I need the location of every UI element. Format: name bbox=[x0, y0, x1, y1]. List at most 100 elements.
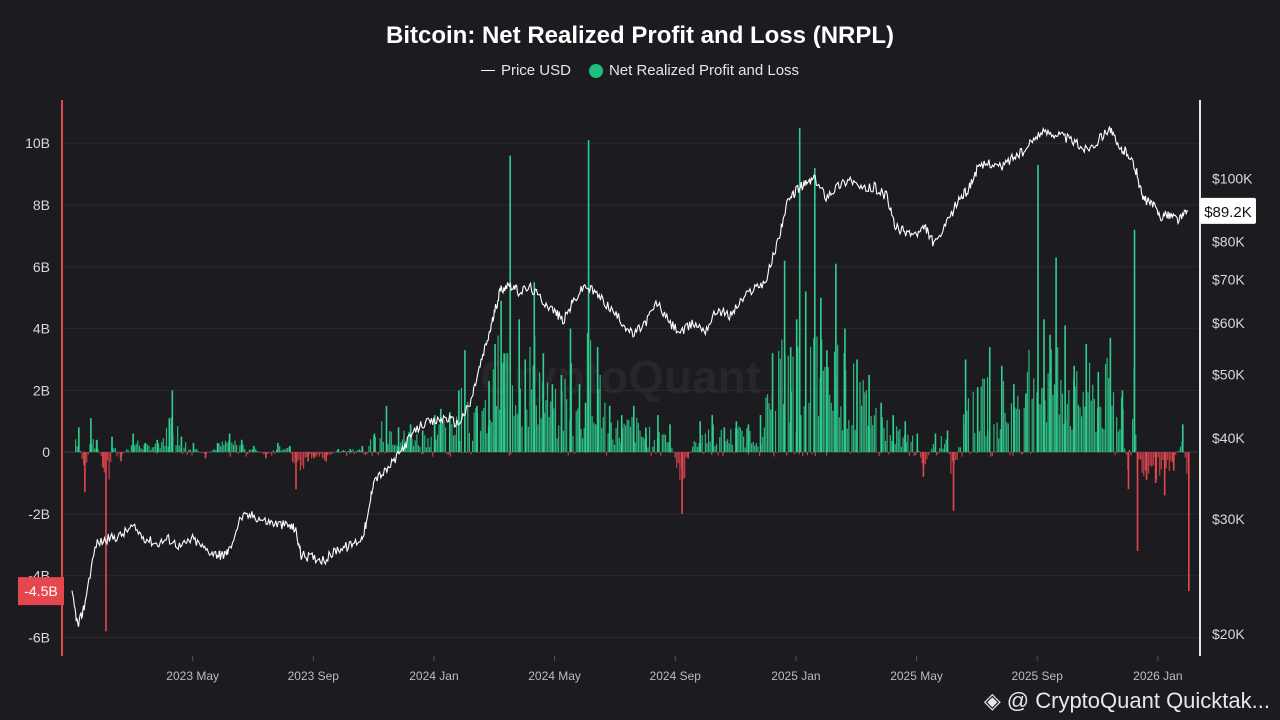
nrpl-bar-fill bbox=[669, 452, 671, 454]
nrpl-bar-fill bbox=[382, 441, 384, 453]
nrpl-bar-fill bbox=[685, 452, 687, 458]
nrpl-bar-44 bbox=[503, 353, 505, 453]
binance-logo-icon: ◈ bbox=[983, 688, 1001, 713]
nrpl-bar-fill bbox=[1063, 423, 1065, 453]
x-tick-label-6: 2025 May bbox=[890, 669, 943, 683]
nrpl-bar-71 bbox=[771, 353, 774, 453]
legend-item-nrpl[interactable]: Net Realized Profit and Loss bbox=[588, 62, 799, 79]
nrpl-bar-102 bbox=[1064, 325, 1066, 453]
nrpl-bar-fill bbox=[661, 434, 663, 453]
nrpl-bar-fill bbox=[572, 435, 574, 453]
nrpl-bar-fill bbox=[387, 443, 389, 453]
nrpl-bar-fill bbox=[1053, 384, 1056, 453]
nrpl-bar-fill bbox=[647, 447, 649, 453]
nrpl-bar-fill bbox=[1084, 406, 1086, 453]
nrpl-bar-54 bbox=[584, 402, 587, 453]
nrpl-bar-12 bbox=[171, 390, 174, 453]
nrpl-bar-fill bbox=[636, 417, 638, 453]
nrpl-bar-fill bbox=[532, 365, 534, 453]
nrpl-bar-fill bbox=[411, 438, 413, 453]
nrpl-bar-fill bbox=[1074, 386, 1076, 453]
nrpl-bar-87 bbox=[916, 433, 919, 453]
nrpl-bar-fill bbox=[165, 428, 168, 453]
nrpl-bar-fill bbox=[580, 428, 582, 453]
nrpl-bar-46 bbox=[518, 319, 520, 453]
nrpl-bar-fill bbox=[465, 452, 467, 454]
nrpl-bar-91 bbox=[952, 452, 955, 511]
nrpl-bar-fill bbox=[959, 447, 962, 453]
nrpl-bar-30 bbox=[373, 433, 376, 453]
nrpl-bar-fill bbox=[521, 426, 523, 453]
nrpl-bar-31 bbox=[385, 405, 388, 453]
nrpl-bar-fill bbox=[124, 451, 126, 453]
nrpl-bar-fill bbox=[1149, 452, 1151, 466]
nrpl-bar-fill bbox=[900, 446, 903, 453]
footer-brand: ◈ @ CryptoQuant Quicktak... bbox=[984, 688, 1270, 714]
nrpl-bar-fill bbox=[918, 450, 920, 453]
nrpl-bar-fill bbox=[1114, 452, 1116, 456]
nrpl-bar-fill bbox=[676, 452, 678, 469]
nrpl-bar-fill bbox=[427, 438, 429, 453]
nrpl-bar-fill bbox=[677, 452, 679, 464]
nrpl-bar-fill bbox=[765, 397, 767, 453]
legend-label-price: Price USD bbox=[500, 62, 571, 79]
nrpl-bar-9 bbox=[144, 442, 146, 453]
nrpl-bar-fill bbox=[244, 448, 246, 453]
nrpl-bar-fill bbox=[725, 440, 727, 453]
nrpl-bar-fill bbox=[1165, 452, 1167, 469]
nrpl-bar-7 bbox=[120, 452, 122, 462]
nrpl-bar-fill bbox=[346, 452, 348, 457]
nrpl-bar-fill bbox=[183, 447, 185, 453]
nrpl-bar-61 bbox=[657, 415, 659, 453]
nrpl-bar-fill bbox=[478, 452, 480, 453]
nrpl-bar-fill bbox=[151, 447, 153, 453]
nrpl-bar-fill bbox=[1132, 418, 1134, 453]
nrpl-bar-fill bbox=[451, 424, 453, 453]
nrpl-bar-8 bbox=[132, 433, 134, 453]
nrpl-bar-fill bbox=[899, 429, 901, 453]
nrpl-bar-fill bbox=[1138, 452, 1140, 460]
nrpl-bar-fill bbox=[417, 444, 419, 453]
nrpl-bar-fill bbox=[848, 419, 850, 453]
nrpl-bar-fill bbox=[1060, 380, 1062, 453]
nrpl-bar-fill bbox=[1057, 347, 1059, 453]
nrpl-bar-fill bbox=[825, 452, 828, 456]
nrpl-bar-fill bbox=[1012, 452, 1014, 457]
nrpl-bar-fill bbox=[1079, 407, 1081, 453]
nrpl-bar-fill bbox=[137, 440, 139, 453]
nrpl-bar-96 bbox=[1013, 384, 1015, 453]
nrpl-bar-fill bbox=[864, 392, 866, 453]
nrpl-bar-fill bbox=[247, 452, 249, 454]
nrpl-bar-fill bbox=[167, 446, 169, 453]
nrpl-bar-fill bbox=[210, 451, 212, 453]
nrpl-bar-fill bbox=[529, 346, 531, 453]
nrpl-bar-70 bbox=[759, 415, 762, 453]
nrpl-bar-fill bbox=[601, 427, 603, 453]
nrpl-bar-fill bbox=[1117, 431, 1119, 453]
nrpl-bar-fill bbox=[258, 451, 260, 453]
nrpl-bar-fill bbox=[971, 452, 973, 453]
nrpl-bar-fill bbox=[982, 378, 984, 453]
nrpl-bar-fill bbox=[215, 450, 217, 453]
nrpl-bar-fill bbox=[913, 452, 915, 456]
x-tick-label-1: 2023 Sep bbox=[288, 669, 340, 683]
nrpl-bar-fill bbox=[232, 444, 235, 453]
nrpl-bar-fill bbox=[593, 422, 595, 453]
nrpl-bar-fill bbox=[275, 449, 278, 453]
nrpl-bar-65 bbox=[699, 421, 701, 453]
left-tick-label-5: 0 bbox=[42, 444, 50, 460]
legend-item-price[interactable]: Price USD bbox=[480, 62, 571, 79]
nrpl-bar-fill bbox=[363, 452, 365, 455]
nrpl-bar-fill bbox=[605, 452, 608, 456]
nrpl-bar-45 bbox=[509, 155, 511, 453]
nrpl-bar-62 bbox=[669, 424, 671, 453]
nrpl-bar-fill bbox=[727, 439, 729, 453]
nrpl-bar-fill bbox=[817, 416, 820, 453]
nrpl-bar-fill bbox=[883, 427, 885, 453]
nrpl-bar-fill bbox=[1076, 371, 1078, 453]
nrpl-bar-fill bbox=[838, 417, 840, 453]
nrpl-bar-fill bbox=[623, 423, 625, 453]
nrpl-bar-fill bbox=[333, 452, 335, 453]
nrpl-bar-fill bbox=[943, 444, 946, 453]
